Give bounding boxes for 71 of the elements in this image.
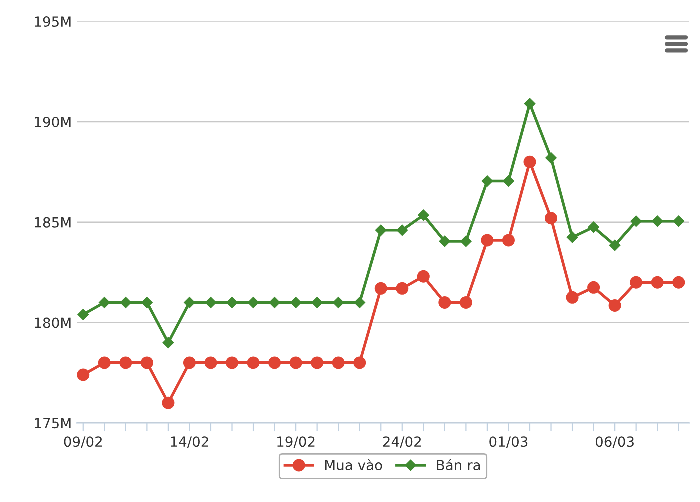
point <box>566 232 578 244</box>
x-tick-label: 06/03 <box>596 436 634 448</box>
x-tick-label: 09/02 <box>64 436 102 448</box>
point <box>376 224 387 236</box>
point <box>546 152 557 164</box>
legend-label: Bán ra <box>437 459 480 471</box>
x-tick-label: 14/02 <box>171 436 208 448</box>
point <box>248 297 260 308</box>
point <box>354 356 366 370</box>
point <box>418 210 430 221</box>
point <box>183 356 196 370</box>
point <box>184 297 196 308</box>
point <box>78 309 89 320</box>
point <box>672 276 686 289</box>
point <box>630 276 643 289</box>
y-tick-label: 180M <box>35 318 71 328</box>
point <box>630 216 642 227</box>
point <box>77 368 90 382</box>
point <box>481 234 494 247</box>
point <box>162 396 175 410</box>
x-tick-label: 19/02 <box>278 436 315 448</box>
point <box>396 282 409 295</box>
point <box>99 297 110 308</box>
point <box>268 356 282 370</box>
point <box>332 356 345 370</box>
point <box>524 98 536 110</box>
x-tick-label: 01/03 <box>490 436 528 448</box>
point <box>290 297 302 308</box>
point <box>396 224 408 236</box>
point <box>545 212 558 225</box>
point <box>120 297 132 308</box>
point <box>140 356 154 370</box>
point <box>226 297 238 308</box>
point <box>354 297 366 308</box>
point <box>566 291 579 304</box>
point <box>652 216 664 227</box>
point <box>142 297 153 308</box>
point <box>588 281 600 294</box>
point <box>503 176 514 187</box>
point <box>98 356 111 370</box>
x-tick-label: 24/02 <box>383 436 422 448</box>
point <box>609 240 621 252</box>
y-tick-label: 195M <box>35 16 71 28</box>
point <box>120 356 132 370</box>
point <box>162 337 174 348</box>
point <box>247 356 260 370</box>
point <box>226 356 238 370</box>
point <box>673 216 684 227</box>
point <box>311 356 324 370</box>
point <box>374 282 388 295</box>
y-tick-label: 185M <box>35 217 71 228</box>
legend-label: Mua vào <box>325 459 382 471</box>
point <box>205 297 217 308</box>
point <box>588 222 600 234</box>
point <box>438 296 452 309</box>
point <box>312 297 323 308</box>
point <box>439 236 451 248</box>
y-tick-label: 175M <box>35 418 71 429</box>
point <box>524 156 536 168</box>
point <box>460 236 472 248</box>
point <box>651 276 664 289</box>
point <box>608 299 622 312</box>
point <box>417 270 430 283</box>
point <box>204 356 218 370</box>
point <box>460 296 472 309</box>
point <box>332 297 344 308</box>
point <box>502 234 515 247</box>
y-tick-label: 190M <box>35 116 71 128</box>
point <box>482 176 494 187</box>
point <box>290 356 302 370</box>
point <box>269 297 280 308</box>
